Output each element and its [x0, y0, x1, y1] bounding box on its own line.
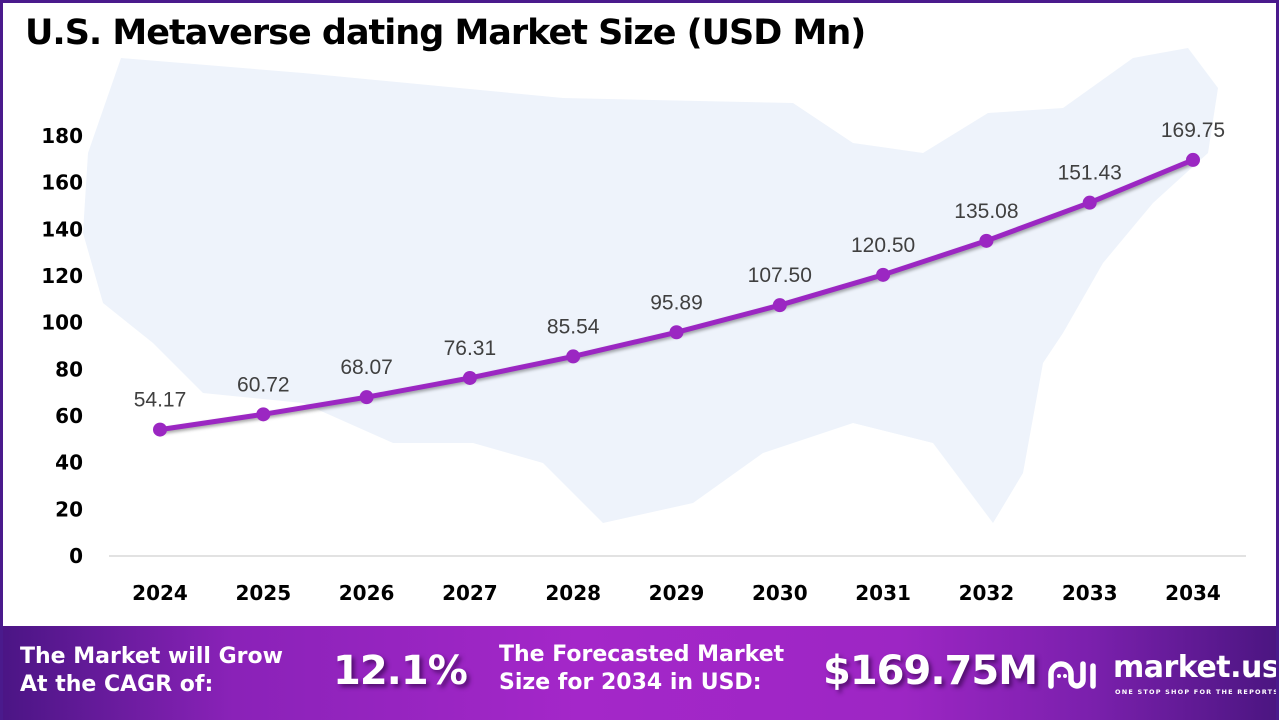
- forecast-label-line1: The Forecasted Market: [499, 642, 785, 667]
- us-map-background: [83, 48, 1218, 523]
- market-us-logo-icon: [1048, 661, 1096, 689]
- data-point-marker: [566, 349, 581, 364]
- data-point-marker: [772, 298, 787, 313]
- data-point-marker: [669, 325, 684, 340]
- data-point-marker: [876, 267, 891, 282]
- x-tick-label: 2026: [339, 581, 395, 605]
- brand-logo: market.us ONE STOP SHOP FOR THE REPORTS: [1043, 650, 1279, 700]
- data-label: 60.72: [237, 373, 290, 396]
- x-tick-label: 2032: [959, 581, 1015, 605]
- data-label: 95.89: [650, 291, 703, 314]
- data-label: 120.50: [851, 234, 915, 257]
- x-tick-label: 2028: [545, 581, 601, 605]
- x-tick-label: 2031: [855, 581, 911, 605]
- y-tick-label: 120: [41, 264, 83, 288]
- x-tick-label: 2033: [1062, 581, 1118, 605]
- y-tick-label: 80: [55, 357, 83, 381]
- brand-tagline: ONE STOP SHOP FOR THE REPORTS: [1115, 688, 1279, 696]
- x-tick-label: 2034: [1165, 581, 1221, 605]
- y-tick-label: 100: [41, 311, 83, 335]
- x-tick-label: 2030: [752, 581, 808, 605]
- data-point-marker: [462, 370, 477, 385]
- x-tick-label: 2027: [442, 581, 498, 605]
- brand-name: market.us: [1113, 650, 1279, 685]
- y-tick-label: 0: [69, 544, 83, 568]
- cagr-value: 12.1%: [333, 648, 468, 694]
- forecast-value: $169.75M: [823, 648, 1038, 694]
- cagr-label: The Market will Grow At the CAGR of:: [20, 643, 283, 699]
- forecast-label-line2: Size for 2034 in USD:: [499, 670, 762, 695]
- data-point-marker: [979, 233, 994, 248]
- data-label: 135.08: [954, 200, 1018, 223]
- y-tick-label: 40: [55, 451, 83, 475]
- x-tick-label: 2029: [649, 581, 705, 605]
- data-label: 107.50: [748, 264, 812, 287]
- data-label: 54.17: [134, 389, 187, 412]
- data-point-marker: [359, 390, 374, 405]
- data-point-marker: [256, 407, 271, 422]
- data-markers: [153, 152, 1200, 437]
- y-tick-label: 160: [41, 171, 83, 195]
- chart-title: U.S. Metaverse dating Market Size (USD M…: [25, 13, 866, 53]
- cagr-label-line1: The Market will Grow: [20, 644, 283, 669]
- data-label: 76.31: [444, 337, 497, 360]
- y-tick-label: 60: [55, 404, 83, 428]
- data-label: 85.54: [547, 315, 600, 338]
- y-tick-label: 140: [41, 217, 83, 241]
- y-axis: 0 20 40 60 80 100 120 140 160 180: [41, 124, 83, 568]
- data-point-marker: [1082, 195, 1097, 210]
- data-point-marker: [1186, 152, 1200, 167]
- x-tick-label: 2025: [235, 581, 291, 605]
- y-tick-label: 20: [55, 497, 83, 521]
- y-tick-label: 180: [41, 124, 83, 148]
- data-point-marker: [153, 422, 167, 437]
- x-tick-label: 2024: [132, 581, 188, 605]
- data-label: 169.75: [1161, 119, 1225, 142]
- data-label: 68.07: [340, 356, 393, 379]
- summary-banner: The Market will Grow At the CAGR of: 12.…: [3, 626, 1279, 720]
- data-labels: 54.17 60.72 68.07 76.31 85.54 95.89 107.50 120.…: [134, 119, 1225, 412]
- data-label: 151.43: [1058, 162, 1122, 185]
- cagr-label-line2: At the CAGR of:: [20, 672, 214, 697]
- forecast-label: The Forecasted Market Size for 2034 in U…: [499, 641, 784, 697]
- x-axis: 2024 2025 2026 2027 2028 2029 2030 2031 2032 2033…: [132, 581, 1221, 605]
